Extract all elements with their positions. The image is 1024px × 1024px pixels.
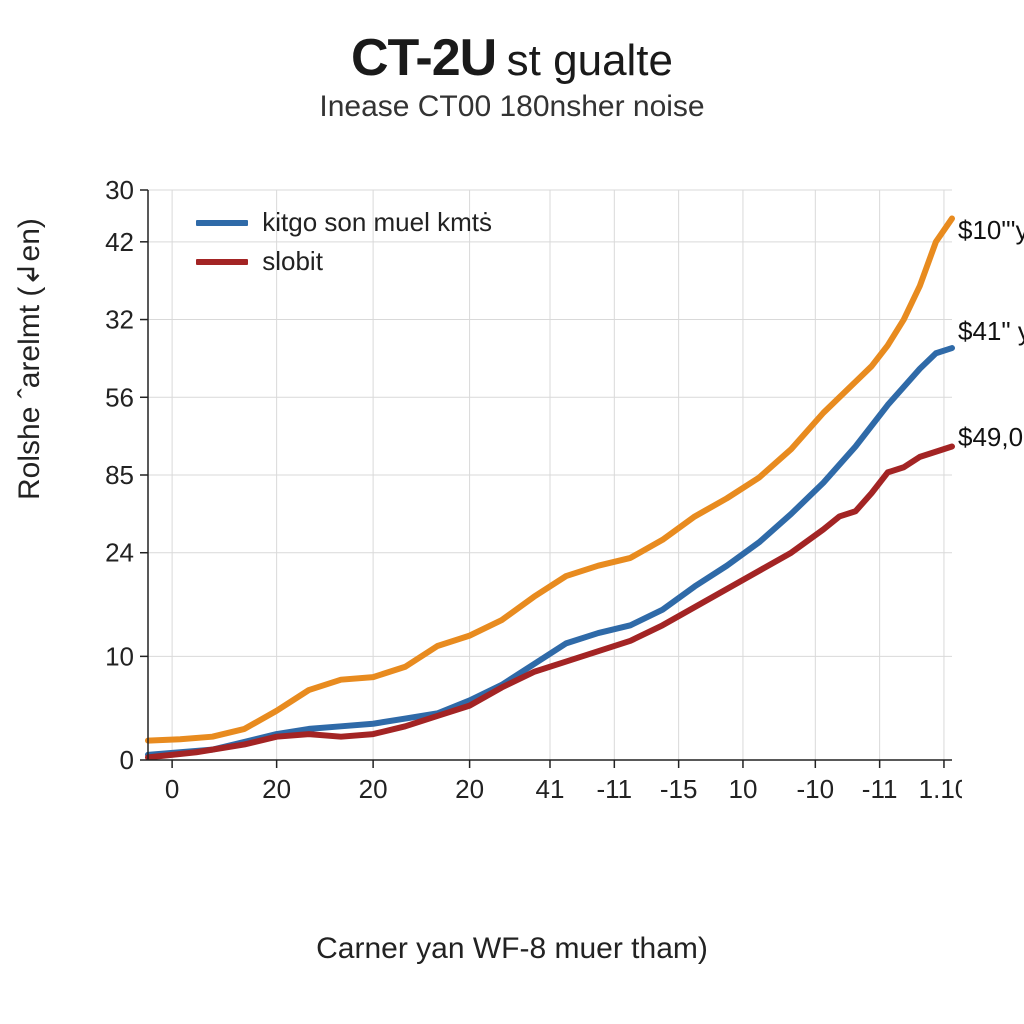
x-tick-label: -11 <box>596 774 632 804</box>
y-tick-label: 42 <box>105 227 134 257</box>
chart-subtitle: Inease CT00 180nsher noise <box>0 90 1024 124</box>
y-tick-label: 0 <box>120 745 134 775</box>
x-tick-label: 20 <box>359 774 388 804</box>
y-ticks: 0 10 24 85 56 32 42 30 <box>105 180 148 775</box>
chart-title-block: CT-2U st gualte Inease CT00 180nsher noi… <box>0 28 1024 124</box>
legend-label: slobit <box>262 246 323 277</box>
chart-area: 0 10 24 85 56 32 42 30 0 20 20 20 41 -11 -15 10 -10 -11 1… <box>92 180 962 820</box>
x-tick-label: 20 <box>262 774 291 804</box>
legend-label: kitgo son muel kmtṡ <box>262 207 492 238</box>
x-tick-label: 20 <box>455 774 484 804</box>
x-tick-label: -11 <box>862 774 898 804</box>
x-tick-label: 1.10 <box>919 774 962 804</box>
y-tick-label: 30 <box>105 180 134 205</box>
legend-swatch <box>196 259 248 265</box>
y-tick-label: 85 <box>105 460 134 490</box>
x-tick-label: 0 <box>165 774 179 804</box>
title-strong: CT-2U <box>351 29 496 87</box>
x-tick-label: -10 <box>797 774 835 804</box>
y-tick-label: 56 <box>105 382 134 412</box>
legend-item: slobit <box>196 246 492 277</box>
x-tick-label: 41 <box>536 774 565 804</box>
chart-title: CT-2U st gualte <box>0 28 1024 88</box>
legend: kitgo son muel kmtṡ slobit <box>196 207 492 285</box>
legend-item: kitgo son muel kmtṡ <box>196 207 492 238</box>
x-ticks: 0 20 20 20 41 -11 -15 10 -10 -11 1.10 <box>165 760 962 804</box>
y-tick-label: 32 <box>105 305 134 335</box>
y-tick-label: 24 <box>105 538 134 568</box>
series-end-label: $41" y 49 <box>958 316 1024 347</box>
title-light: st gualte <box>507 36 673 85</box>
x-axis-label: Carner yan WF-8 muer tham) <box>0 932 1024 966</box>
x-tick-label: -15 <box>660 774 698 804</box>
y-axis-label: Rolshe ˆarelmt (↲en) <box>12 218 47 500</box>
series-end-label: $10"'y 6" <box>958 215 1024 246</box>
series-end-label: $49,0"' <box>958 422 1024 453</box>
legend-swatch <box>196 220 248 226</box>
y-tick-label: 10 <box>105 641 134 671</box>
x-tick-label: 10 <box>728 774 757 804</box>
